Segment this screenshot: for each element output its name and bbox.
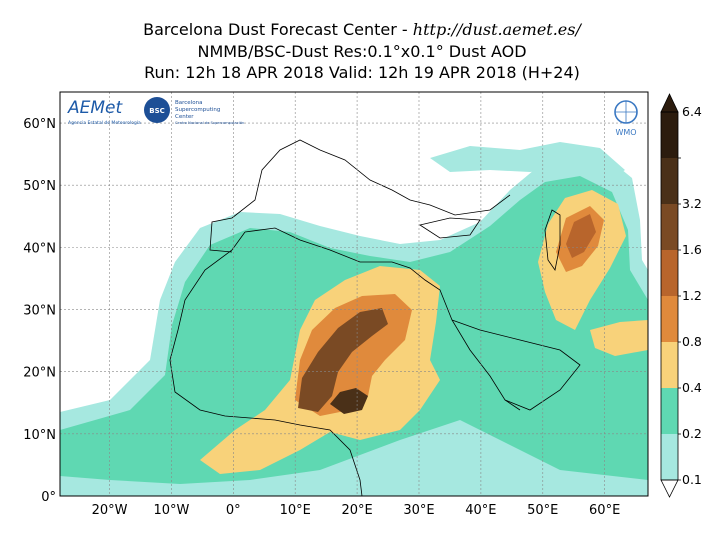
- aod-band-1.6: [298, 308, 388, 412]
- graticule: [60, 92, 648, 496]
- north-africa-coast: [244, 227, 521, 411]
- title-line-3: Run: 12h 18 APR 2018 Valid: 12h 19 APR 2…: [144, 63, 580, 82]
- title-center-name: Barcelona Dust Forecast Center -: [143, 20, 413, 39]
- wmo-globe-lines: [615, 101, 637, 123]
- lat-tick-label: 10°N: [23, 428, 56, 443]
- map-frame: [59, 91, 649, 497]
- wmo-logo-text: WMO: [615, 128, 636, 137]
- caspian-coast: [544, 209, 561, 271]
- dust-fields: [60, 142, 648, 496]
- colorbar-max-arrow: [660, 93, 679, 113]
- colorbar-segment: [661, 158, 678, 204]
- black-sea-coast: [418, 217, 481, 239]
- lon-tick-label: 10°E: [280, 503, 311, 518]
- aod-band-3.2: [330, 388, 368, 414]
- colorbar-label: 1.2: [682, 288, 702, 303]
- bsc-logo-line1: Barcelona: [175, 100, 202, 106]
- colorbar-label: 0.8: [682, 334, 702, 349]
- colorbar-segment: [661, 296, 678, 342]
- bsc-logo-line3: Center: [175, 114, 194, 120]
- europe-coast: [231, 139, 511, 219]
- lon-tick-label: 20°W: [92, 503, 128, 518]
- colorbar-segment: [661, 250, 678, 296]
- bsc-logo-circle: [144, 97, 170, 123]
- lon-tick-label: 40°E: [465, 503, 496, 518]
- wmo-logo: WMO: [614, 100, 638, 137]
- coastlines: [169, 139, 581, 496]
- lon-tick-label: 20°E: [341, 503, 372, 518]
- bsc-logo-line2: Supercomputing: [175, 107, 220, 113]
- lat-tick-label: 30°N: [23, 304, 56, 319]
- title-line-1: Barcelona Dust Forecast Center - http://…: [0, 20, 724, 40]
- iberia-coast: [209, 217, 233, 253]
- lon-tick-label: 60°E: [589, 503, 620, 518]
- colorbar-label: 1.6: [682, 242, 702, 257]
- title-url: http://dust.aemet.es/: [412, 20, 581, 39]
- title-line-2: NMMB/BSC-Dust Res:0.1°x0.1° Dust AOD: [197, 42, 527, 61]
- aemet-logo-text: AEMet: [67, 98, 123, 118]
- aod-colorbar: 0.1 0.2 0.4 0.8 1.2 1.6 3.2 6.4: [660, 93, 702, 498]
- bsc-logo-subtitle: Centro Nacional de Supercomputación: [175, 121, 244, 125]
- colorbar-min-arrow: [660, 479, 679, 498]
- lon-tick-label: 30°E: [403, 503, 434, 518]
- longitude-labels: 20°W 10°W 0° 10°E 20°E 30°E 40°E 50°E 60°E: [92, 503, 621, 518]
- arabia-coast: [451, 319, 581, 411]
- lon-tick-label: 0°: [226, 503, 241, 518]
- bsc-logo: BSC Barcelona Supercomputing Center Cent…: [144, 97, 244, 125]
- bsc-logo-mark: BSC: [149, 107, 165, 115]
- lat-tick-label: 50°N: [23, 179, 56, 194]
- colorbar-label: 6.4: [682, 104, 702, 119]
- colorbar-label: 0.2: [682, 426, 702, 441]
- colorbar-segment: [661, 388, 678, 434]
- latitude-labels: 0° 10°N 20°N 30°N 40°N 50°N 60°N: [23, 117, 56, 505]
- africa-coast: [169, 231, 363, 496]
- aemet-logo-subtitle: Agencia Estatal de Meteorología: [68, 119, 141, 126]
- lat-tick-label: 0°: [41, 490, 56, 505]
- lat-tick-label: 20°N: [23, 366, 56, 381]
- aod-band-0.1-north: [430, 142, 625, 180]
- colorbar-label: 3.2: [682, 196, 702, 211]
- lat-tick-label: 40°N: [23, 241, 56, 256]
- aemet-logo: AEMet Agencia Estatal de Meteorología: [67, 98, 141, 126]
- colorbar-label: 0.4: [682, 380, 702, 395]
- colorbar-label: 0.1: [682, 472, 702, 487]
- lon-tick-label: 50°E: [527, 503, 558, 518]
- colorbar-segment: [661, 204, 678, 250]
- aod-band-1.2-east: [566, 214, 596, 258]
- colorbar-segment: [661, 112, 678, 158]
- lat-tick-label: 60°N: [23, 117, 56, 132]
- colorbar-segment: [661, 434, 678, 480]
- lon-tick-label: 10°W: [153, 503, 189, 518]
- colorbar-segment: [661, 342, 678, 388]
